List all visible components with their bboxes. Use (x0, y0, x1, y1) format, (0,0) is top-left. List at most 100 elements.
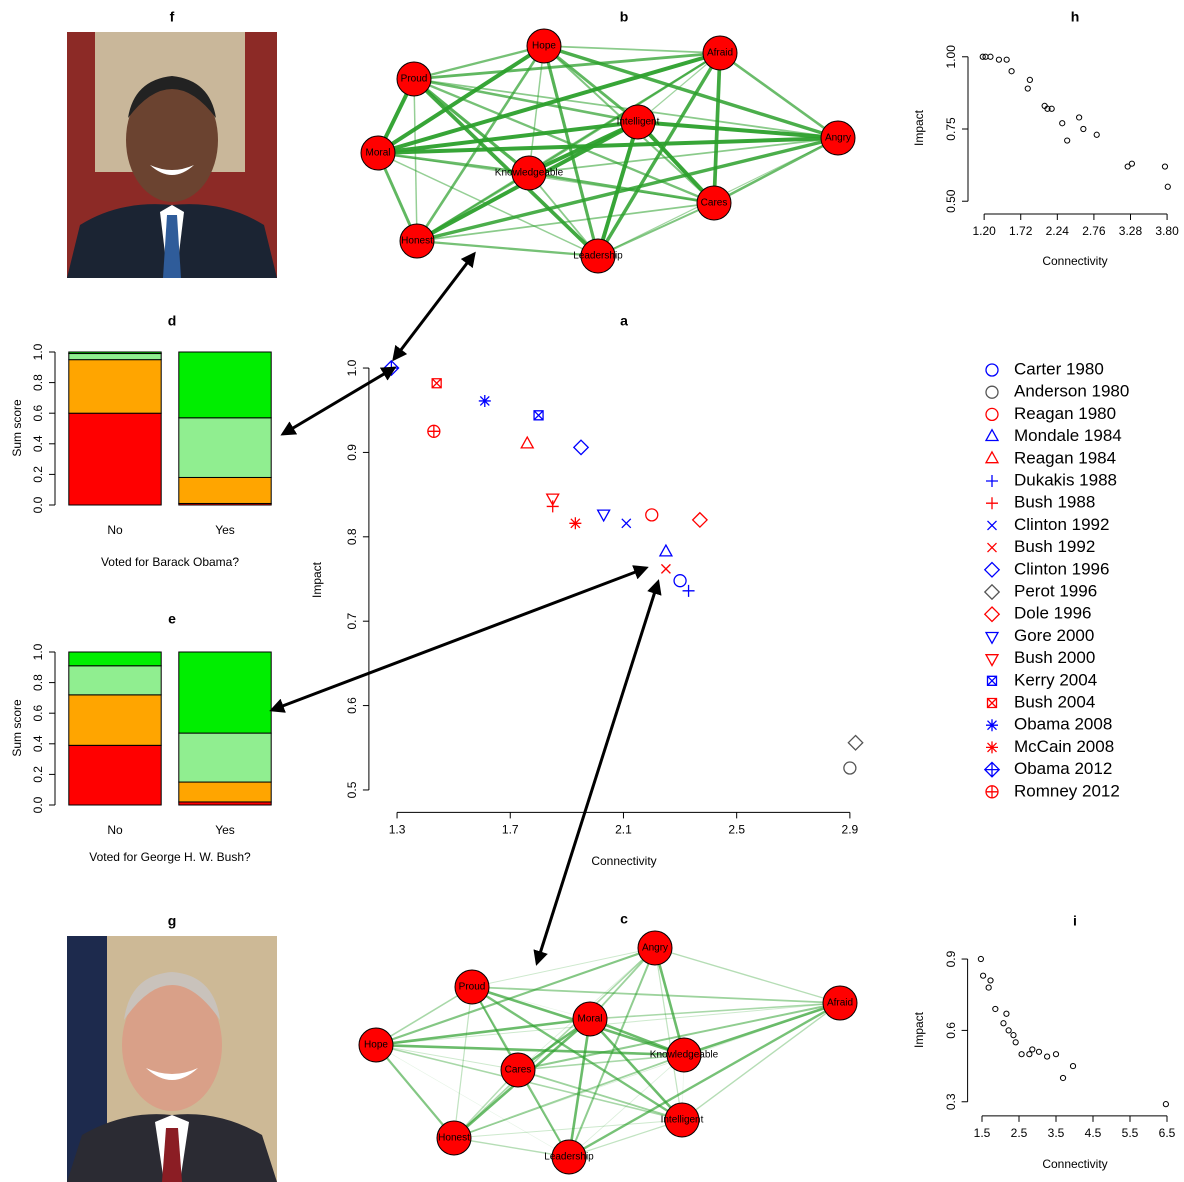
legend-label: Dukakis 1988 (1014, 470, 1117, 489)
y-tick-label: 0.4 (31, 735, 45, 752)
point (1048, 105, 1055, 112)
edge (453, 1119, 683, 1139)
node-label: Hope (532, 41, 556, 52)
node-label: Cares (701, 198, 728, 209)
point (987, 977, 994, 984)
edge (375, 986, 473, 1046)
bar-segment (68, 651, 162, 667)
edge (377, 152, 599, 257)
point (1026, 76, 1033, 83)
y-tick-label: 0.9 (345, 444, 359, 461)
legend-marker (986, 741, 998, 754)
point (977, 956, 984, 963)
edge (412, 77, 600, 258)
legend-label: Romney 2012 (1014, 781, 1120, 800)
point (843, 761, 857, 775)
y-tick-label: 0.2 (31, 766, 45, 783)
node (511, 155, 547, 191)
node-label: Afraid (707, 48, 733, 59)
node-label: Afraid (827, 998, 853, 1009)
legend-marker (985, 385, 999, 399)
point (992, 1005, 999, 1013)
x-tick-label: 1.5 (974, 1126, 991, 1140)
edge (654, 947, 683, 1121)
bar-segment (178, 417, 272, 478)
point (985, 984, 992, 991)
node-label: Proud (401, 74, 428, 85)
point (1161, 163, 1169, 170)
point (1059, 1074, 1067, 1082)
node (454, 969, 490, 1005)
node (360, 135, 396, 171)
point (1035, 1048, 1043, 1055)
x-tick-label: 3.80 (1155, 224, 1179, 238)
bar-segment (68, 694, 162, 746)
y-tick-label: 0.4 (31, 435, 45, 452)
panel-title: i (1073, 913, 1077, 929)
edge (453, 1137, 570, 1158)
bar-segment (68, 665, 162, 696)
legend-marker (986, 697, 998, 709)
legend-marker (983, 606, 1001, 623)
edge (542, 45, 600, 257)
point (1024, 85, 1031, 92)
bar-segment (68, 353, 162, 361)
legend-label: Reagan 1984 (1014, 448, 1116, 467)
node (551, 1139, 587, 1175)
point (1128, 160, 1136, 167)
point (691, 511, 708, 529)
point (660, 563, 671, 574)
point (545, 493, 560, 507)
x-tick-label: 5.5 (1122, 1126, 1139, 1140)
y-tick-label: 0.7 (345, 613, 359, 630)
x-tick-label: Yes (215, 523, 235, 537)
node (702, 35, 738, 71)
y-tick-label: 0.50 (944, 189, 958, 213)
panel-title: c (620, 911, 628, 927)
legend-marker (983, 561, 1001, 578)
edge (413, 44, 545, 81)
point (427, 424, 441, 438)
edge (413, 77, 530, 175)
point (1080, 125, 1087, 133)
point (1124, 163, 1131, 170)
photo-face (126, 78, 218, 202)
point (979, 53, 986, 60)
legend-label: Obama 2012 (1014, 759, 1112, 778)
point (1000, 1020, 1007, 1027)
legend-marker (986, 719, 998, 732)
node-label: Angry (642, 943, 668, 954)
edge (683, 1001, 841, 1057)
photo-smile (150, 165, 194, 175)
arrows (269, 251, 662, 966)
point (1010, 1032, 1017, 1039)
arrow (269, 565, 649, 713)
node (620, 104, 656, 140)
point (520, 435, 535, 449)
y-tick-label: 0.75 (944, 117, 958, 141)
edge (719, 51, 839, 140)
legend-label: Clinton 1996 (1014, 559, 1109, 578)
point (1003, 1010, 1010, 1017)
edge (713, 136, 839, 205)
point (987, 53, 994, 60)
edge (375, 1044, 519, 1071)
y-tick-label: 1.0 (31, 343, 45, 360)
legend-marker (983, 761, 1001, 778)
y-tick-label: 0.2 (31, 466, 45, 483)
y-tick-label: 0.8 (31, 674, 45, 691)
point (596, 509, 611, 523)
legend-marker (983, 583, 1001, 601)
point (1093, 131, 1100, 138)
legend-marker (985, 407, 999, 422)
point (1164, 183, 1171, 190)
legend-marker (986, 475, 998, 487)
x-tick-label: 2.5 (728, 823, 745, 837)
node-label: Intelligent (617, 117, 660, 128)
node (526, 28, 562, 64)
edge (377, 51, 721, 155)
edge (413, 78, 839, 139)
y-tick-label: 0.8 (345, 528, 359, 545)
y-tick-label: 0.8 (31, 374, 45, 391)
